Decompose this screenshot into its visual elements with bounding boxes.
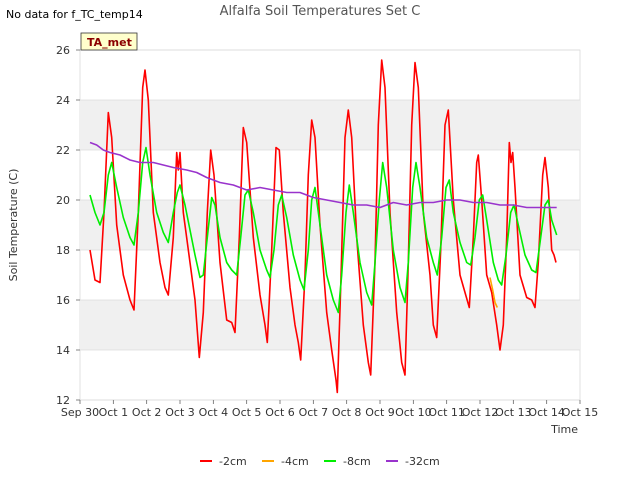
no-data-note: No data for f_TC_temp14 [6, 8, 143, 21]
x-tick-label: Oct 8 [332, 406, 362, 419]
x-tick-label: Oct 12 [462, 406, 499, 419]
x-tick-label: Oct 3 [165, 406, 195, 419]
series-line-32cm [89, 141, 557, 209]
y-tick-label: 24 [56, 94, 70, 107]
grid-lines [80, 49, 580, 401]
y-tick-label: 12 [56, 394, 70, 407]
legend: -2cm -4cm -8cm -32cm [200, 455, 440, 468]
x-tick-label: Oct 2 [132, 406, 162, 419]
x-tick-label: Oct 10 [395, 406, 432, 419]
x-tick-label: Oct 9 [365, 406, 395, 419]
legend-label-2cm: -2cm [219, 455, 247, 468]
series-line-2cm [89, 59, 557, 394]
chart-title: Alfalfa Soil Temperatures Set C [220, 4, 421, 19]
x-tick-label: Oct 7 [299, 406, 329, 419]
band-1 [80, 200, 580, 250]
x-tick-label: Oct 5 [232, 406, 262, 419]
band-2 [80, 100, 580, 150]
x-axis-ticks: Sep 30 Oct 1 Oct 2 Oct 3 Oct 4 Oct 5 Oct 6 Oct … [61, 400, 598, 419]
x-axis-label: Time [550, 423, 578, 436]
y-axis-label: Soil Temperature (C) [7, 169, 20, 282]
ta-met-tag: TA_met [80, 32, 138, 51]
y-tick-label: 20 [56, 194, 70, 207]
x-tick-label: Oct 6 [265, 406, 295, 419]
legend-label-32cm: -32cm [405, 455, 440, 468]
y-tick-label: 22 [56, 144, 70, 157]
background-bands [80, 100, 580, 350]
y-axis-ticks: 12 14 16 18 20 22 24 26 [56, 44, 80, 407]
legend-label-8cm: -8cm [343, 455, 371, 468]
x-tick-label: Oct 1 [99, 406, 129, 419]
x-tick-label: Oct 13 [495, 406, 532, 419]
y-tick-label: 14 [56, 344, 70, 357]
series-line-8cm [89, 146, 558, 314]
series-line-4cm [489, 277, 499, 308]
x-tick-label: Oct 14 [528, 406, 565, 419]
y-tick-label: 18 [56, 244, 70, 257]
ta-met-label: TA_met [87, 36, 132, 49]
x-tick-label: Oct 15 [562, 406, 599, 419]
legend-label-4cm: -4cm [281, 455, 309, 468]
x-tick-label: Oct 11 [428, 406, 465, 419]
y-tick-label: 16 [56, 294, 70, 307]
x-tick-label: Oct 4 [199, 406, 229, 419]
series-lines [89, 59, 558, 394]
x-tick-label: Sep 30 [61, 406, 99, 419]
y-tick-label: 26 [56, 44, 70, 57]
